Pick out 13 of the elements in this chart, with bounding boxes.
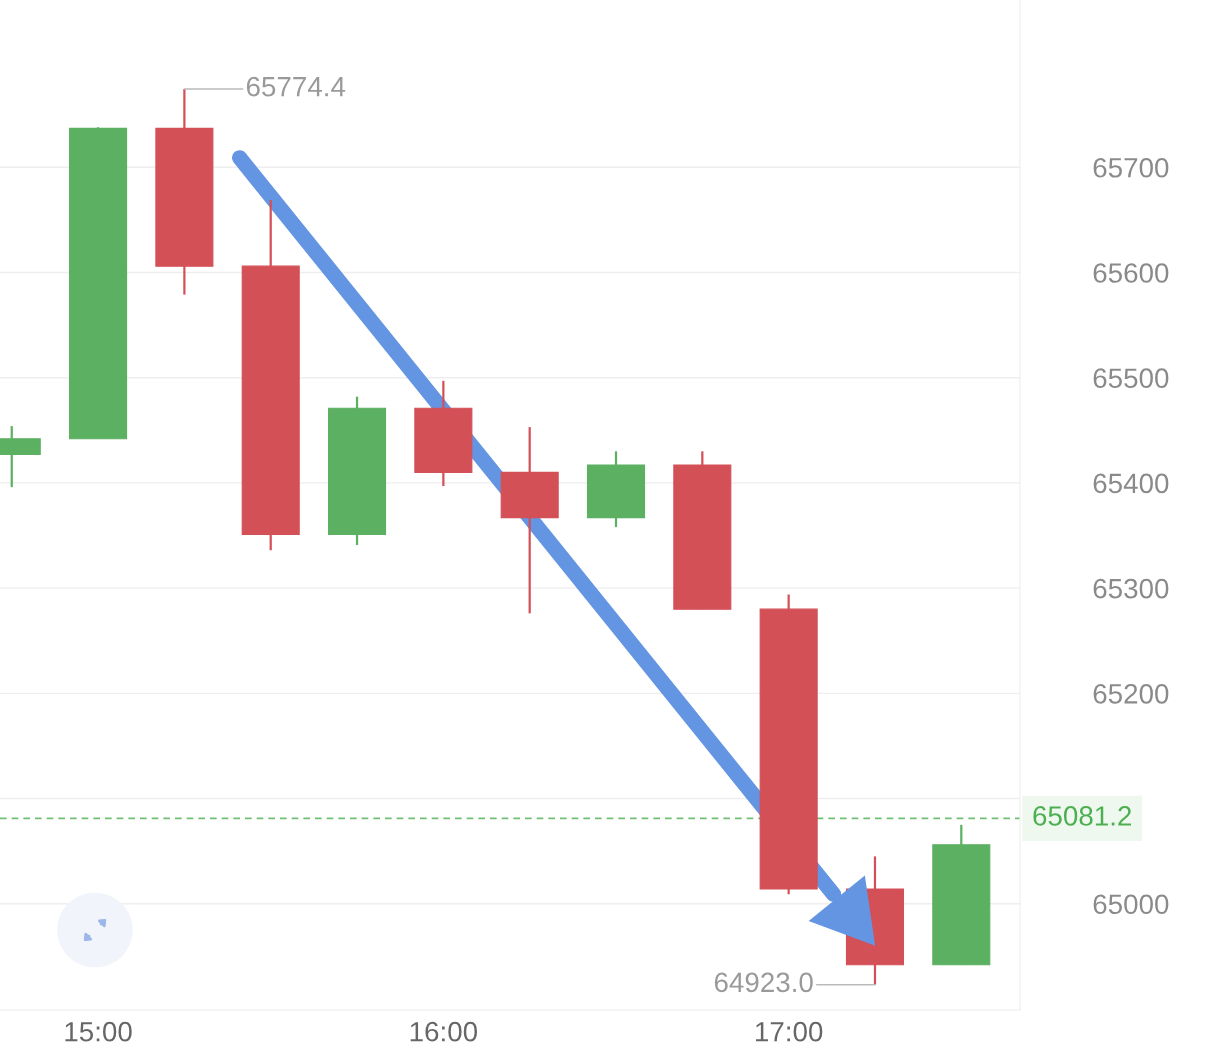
y-tick-label: 65500 — [1093, 368, 1169, 389]
ref-line-label: 65081.2 — [1033, 806, 1132, 826]
x-tick-label: 16:00 — [410, 1021, 478, 1042]
annotation: 64923.0 — [714, 972, 813, 993]
y-tick-label: 65300 — [1093, 578, 1169, 599]
y-tick-label: 65000 — [1093, 894, 1169, 915]
x-tick-label: 15:00 — [65, 1021, 132, 1042]
y-tick-label: 65600 — [1093, 263, 1169, 283]
x-tick-label: 17:00 — [756, 1021, 823, 1042]
annotation: 65774.4 — [246, 76, 346, 97]
y-tick-label: 65200 — [1093, 683, 1169, 704]
y-tick-label: 65700 — [1093, 157, 1169, 178]
y-tick-label: 65400 — [1093, 473, 1169, 494]
